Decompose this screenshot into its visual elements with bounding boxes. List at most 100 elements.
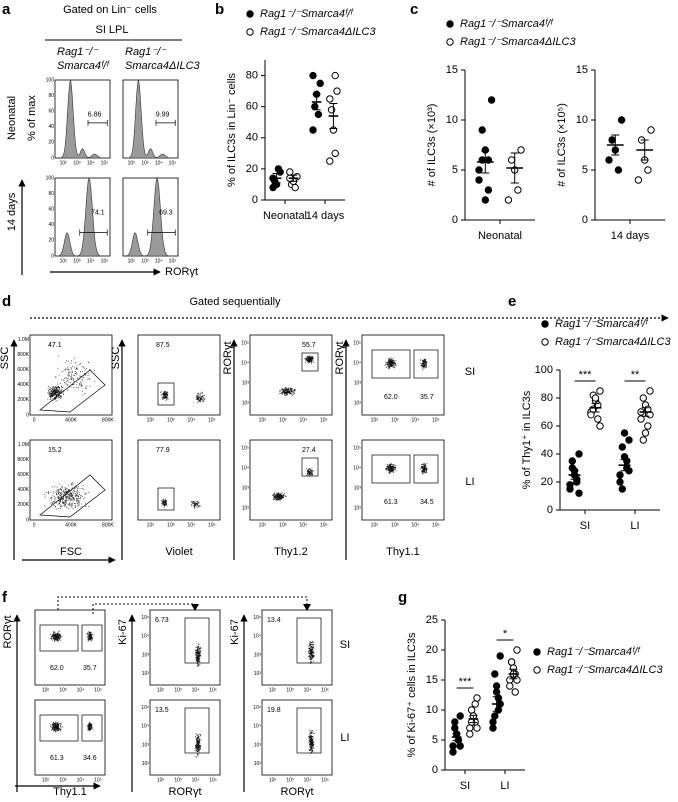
event-dot <box>92 728 94 730</box>
event-dot <box>392 361 393 363</box>
event-dot <box>284 495 286 497</box>
axis-tick-label: 10² <box>371 522 379 528</box>
event-dot <box>308 471 309 472</box>
event-dot <box>389 361 390 363</box>
event-dot <box>274 494 276 496</box>
event-dot <box>191 504 193 505</box>
event-dot <box>80 371 81 373</box>
event-dot <box>61 386 63 388</box>
event-dot <box>90 723 92 724</box>
gate <box>413 454 439 484</box>
event-dot <box>310 472 312 474</box>
event-dot <box>424 364 426 365</box>
event-dot <box>162 502 164 504</box>
event-dot <box>57 489 59 491</box>
event-dot <box>200 392 202 394</box>
event-dot <box>61 385 63 387</box>
event-dot <box>312 641 314 643</box>
event-dot <box>57 391 59 393</box>
event-dot <box>167 394 169 396</box>
event-dot <box>391 468 393 469</box>
event-dot <box>55 491 57 493</box>
event-dot <box>395 364 397 366</box>
event-dot <box>53 729 55 730</box>
event-dot <box>310 745 312 746</box>
event-dot <box>201 399 202 400</box>
event-dot <box>390 468 391 469</box>
event-dot <box>191 505 192 507</box>
event-dot <box>308 469 310 471</box>
event-dot <box>90 724 92 726</box>
event-dot <box>89 725 91 726</box>
data-point <box>471 700 479 708</box>
event-dot <box>71 488 73 490</box>
event-dot <box>276 493 278 495</box>
event-dot <box>308 735 309 737</box>
event-dot <box>57 638 58 640</box>
event-dot <box>194 505 196 507</box>
data-point <box>491 670 499 678</box>
event-dot <box>197 665 198 667</box>
event-dot <box>199 651 201 653</box>
event-dot <box>90 727 92 728</box>
sem-bar <box>620 459 629 472</box>
gate <box>39 369 106 413</box>
event-dot <box>67 498 69 499</box>
event-dot <box>69 498 71 499</box>
event-dot <box>58 635 60 637</box>
event-dot <box>284 394 285 396</box>
event-dot <box>56 493 57 494</box>
event-dot <box>200 401 201 403</box>
event-dot <box>310 737 312 739</box>
event-dot <box>88 728 90 730</box>
event-dot <box>286 394 288 396</box>
event-dot <box>52 398 54 400</box>
event-dot <box>389 366 390 368</box>
event-dot <box>88 634 90 635</box>
event-dot <box>306 359 308 361</box>
event-dot <box>273 493 275 495</box>
event-dot <box>87 633 89 635</box>
event-dot <box>91 636 92 638</box>
event-dot <box>395 468 397 469</box>
event-dot <box>276 495 278 497</box>
event-dot <box>86 368 88 369</box>
event-dot <box>57 636 59 638</box>
event-dot <box>284 391 285 393</box>
event-dot <box>200 655 202 656</box>
event-dot <box>164 502 165 503</box>
event-dot <box>90 640 92 642</box>
event-dot <box>391 465 392 467</box>
event-dot <box>312 750 314 752</box>
event-dot <box>304 359 306 361</box>
event-dot <box>420 358 422 360</box>
event-dot <box>312 737 314 739</box>
event-dot <box>394 466 395 468</box>
event-dot <box>58 388 60 390</box>
gate-value: 47.1 <box>48 342 62 349</box>
event-dot <box>310 358 312 360</box>
event-dot <box>89 728 91 730</box>
event-dot <box>274 496 276 498</box>
event-dot <box>284 393 286 395</box>
event-dot <box>57 726 59 728</box>
event-dot <box>85 388 87 390</box>
event-dot <box>281 497 283 499</box>
event-dot <box>68 489 69 491</box>
event-dot <box>60 382 61 384</box>
event-dot <box>60 507 61 509</box>
event-dot <box>421 365 423 367</box>
event-dot <box>57 723 59 725</box>
event-dot <box>389 473 390 474</box>
event-dot <box>71 495 72 497</box>
event-dot <box>421 365 422 367</box>
axis-tick-label: 10⁴ <box>353 360 361 366</box>
event-dot <box>53 505 55 506</box>
event-dot <box>200 651 202 652</box>
event-dot <box>75 497 77 499</box>
legend-marker <box>246 10 254 18</box>
event-dot <box>309 357 311 359</box>
event-dot <box>72 491 74 493</box>
event-dot <box>66 488 68 490</box>
event-dot <box>72 502 74 504</box>
